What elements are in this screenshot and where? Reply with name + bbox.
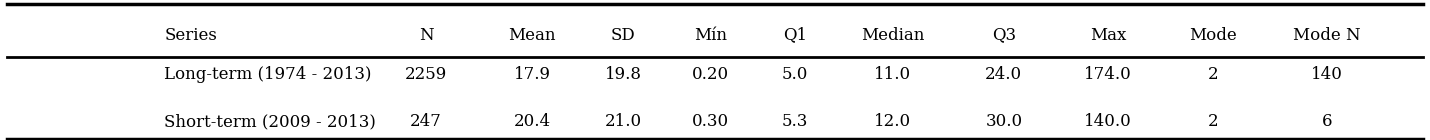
Text: Mín: Mín xyxy=(694,26,728,44)
Text: SD: SD xyxy=(611,26,636,44)
Text: 174.0: 174.0 xyxy=(1084,66,1133,83)
Text: Mode: Mode xyxy=(1188,26,1237,44)
Text: 24.0: 24.0 xyxy=(985,66,1022,83)
Text: Mode N: Mode N xyxy=(1293,26,1361,44)
Text: 20.4: 20.4 xyxy=(513,113,551,130)
Text: 5.3: 5.3 xyxy=(782,113,808,130)
Text: Q3: Q3 xyxy=(992,26,1015,44)
Text: Mean: Mean xyxy=(508,26,556,44)
Text: 5.0: 5.0 xyxy=(782,66,808,83)
Text: Series: Series xyxy=(164,26,217,44)
Text: Q1: Q1 xyxy=(784,26,807,44)
Text: 0.20: 0.20 xyxy=(692,66,729,83)
Text: 6: 6 xyxy=(1321,113,1333,130)
Text: 0.30: 0.30 xyxy=(692,113,729,130)
Text: Short-term (2009 - 2013): Short-term (2009 - 2013) xyxy=(164,113,376,130)
Text: Long-term (1974 - 2013): Long-term (1974 - 2013) xyxy=(164,66,372,83)
Text: 30.0: 30.0 xyxy=(985,113,1022,130)
Text: 2259: 2259 xyxy=(405,66,448,83)
Text: 140: 140 xyxy=(1311,66,1343,83)
Text: 247: 247 xyxy=(410,113,442,130)
Text: 11.0: 11.0 xyxy=(874,66,911,83)
Text: 2: 2 xyxy=(1207,66,1218,83)
Text: Median: Median xyxy=(861,26,924,44)
Text: 21.0: 21.0 xyxy=(605,113,642,130)
Text: N: N xyxy=(419,26,433,44)
Text: 2: 2 xyxy=(1207,113,1218,130)
Text: 140.0: 140.0 xyxy=(1084,113,1133,130)
Text: 12.0: 12.0 xyxy=(874,113,911,130)
Text: Max: Max xyxy=(1090,26,1127,44)
Text: 19.8: 19.8 xyxy=(605,66,642,83)
Text: 17.9: 17.9 xyxy=(513,66,551,83)
